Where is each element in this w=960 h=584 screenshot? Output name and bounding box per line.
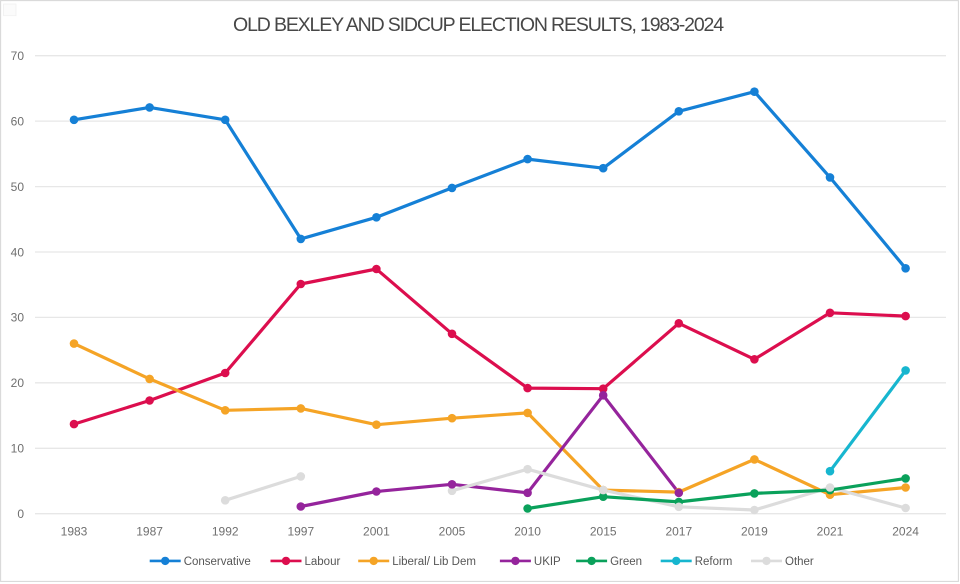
svg-text:1997: 1997 [287,525,314,539]
svg-text:Green: Green [610,556,642,568]
svg-text:20: 20 [11,376,25,390]
svg-text:2024: 2024 [892,525,919,539]
svg-text:2017: 2017 [665,525,692,539]
svg-text:0: 0 [17,507,24,521]
svg-text:2005: 2005 [439,525,466,539]
svg-text:70: 70 [11,49,25,63]
svg-text:2010: 2010 [514,525,541,539]
svg-text:Labour: Labour [305,556,341,568]
svg-text:Reform: Reform [695,556,733,568]
svg-text:Other: Other [785,556,814,568]
svg-text:1987: 1987 [136,525,163,539]
svg-text:60: 60 [11,114,25,128]
svg-text:1983: 1983 [61,525,88,539]
svg-text:40: 40 [11,245,25,259]
svg-text:2015: 2015 [590,525,617,539]
svg-text:Liberal/ Lib Dem: Liberal/ Lib Dem [392,556,476,568]
svg-text:UKIP: UKIP [534,556,561,568]
svg-text:10: 10 [11,442,25,456]
svg-text:30: 30 [11,311,25,325]
svg-text:2021: 2021 [817,525,844,539]
svg-text:2019: 2019 [741,525,768,539]
svg-text:Conservative: Conservative [184,556,251,568]
svg-text:1992: 1992 [212,525,239,539]
svg-text:OLD BEXLEY AND SIDCUP ELECTION: OLD BEXLEY AND SIDCUP ELECTION RESULTS, … [233,14,724,36]
svg-text:2001: 2001 [363,525,390,539]
svg-text:50: 50 [11,180,25,194]
